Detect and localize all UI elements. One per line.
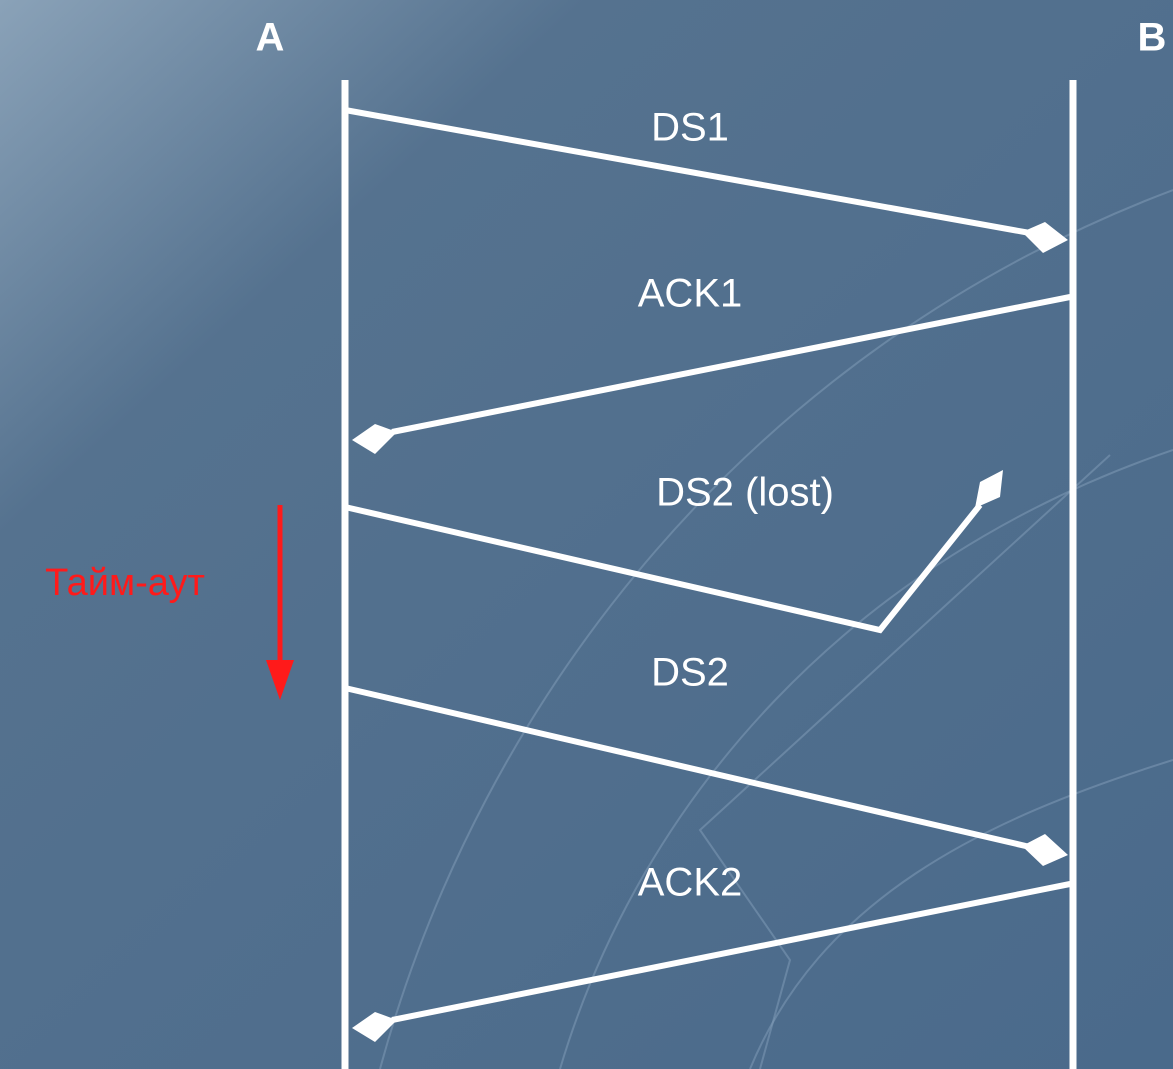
message: DS2 <box>344 651 1068 866</box>
message: ACK2 <box>352 861 1071 1042</box>
message: DS1 <box>344 106 1068 253</box>
message-label: ACK2 <box>638 861 743 905</box>
message: ACK1 <box>352 272 1071 454</box>
node-label: A <box>256 16 285 60</box>
decoration <box>379 189 1173 1069</box>
timeout: Тайм-аут <box>45 505 294 700</box>
message-label: DS1 <box>651 106 729 150</box>
message: DS2 (lost) <box>344 470 1003 634</box>
node-label: B <box>1138 16 1167 60</box>
message-label: ACK1 <box>638 272 743 316</box>
timeout-label: Тайм-аут <box>45 562 205 604</box>
message-label: DS2 <box>651 651 729 695</box>
message-label: DS2 (lost) <box>656 471 834 515</box>
